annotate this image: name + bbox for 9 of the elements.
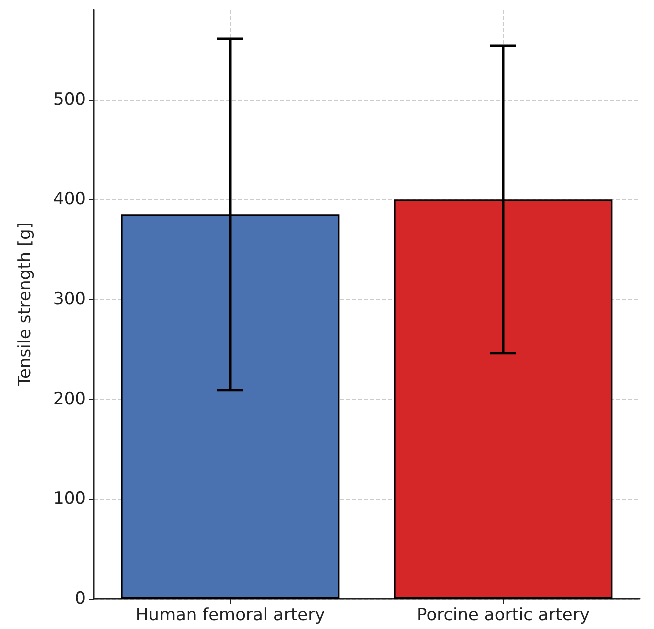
y-tick-label: 300: [54, 290, 86, 310]
y-tick-label: 100: [54, 489, 86, 510]
y-axis-title: Tensile strength [g]: [16, 222, 36, 388]
y-tick-label: 0: [75, 589, 86, 609]
y-tick-label: 500: [54, 90, 86, 110]
y-tick-label: 400: [54, 190, 86, 210]
y-tick-label: 200: [54, 389, 86, 410]
x-tick-label: Porcine aortic artery: [417, 606, 590, 626]
x-tick-label: Human femoral artery: [136, 606, 326, 626]
